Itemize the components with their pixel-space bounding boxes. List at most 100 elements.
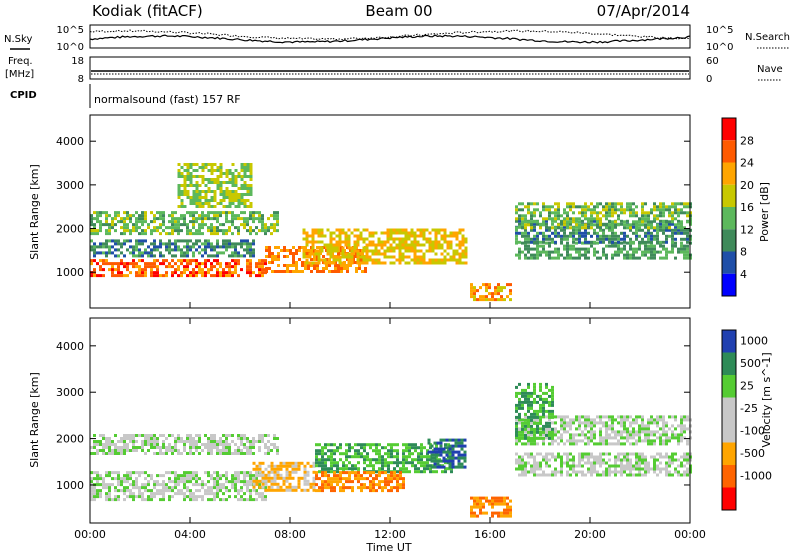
echo-cell <box>545 458 548 462</box>
echo-cell <box>168 242 171 246</box>
echo-cell <box>249 477 252 481</box>
echo-cell <box>138 495 141 499</box>
echo-cell <box>150 492 153 496</box>
echo-cell <box>497 511 500 515</box>
echo-cell <box>387 455 390 459</box>
echo-cell <box>267 452 270 455</box>
echo-cell <box>357 455 360 459</box>
echo-cell <box>647 226 650 230</box>
echo-cell <box>117 449 120 452</box>
echo-cell <box>620 241 623 245</box>
echo-cell <box>545 473 548 477</box>
echo-cell <box>141 217 144 221</box>
echo-cell <box>665 205 668 209</box>
echo-cell <box>264 232 267 236</box>
echo-cell <box>123 220 126 224</box>
echo-cell <box>518 231 521 235</box>
echo-cell <box>674 427 677 431</box>
echo-cell <box>129 471 132 475</box>
echo-cell <box>195 239 198 243</box>
echo-cell <box>189 229 192 233</box>
echo-cell <box>96 440 99 443</box>
echo-cell <box>252 485 256 489</box>
echo-cell <box>357 477 360 481</box>
echo-cell <box>219 223 222 227</box>
echo-cell <box>222 199 226 202</box>
echo-cell <box>237 274 240 278</box>
echo-cell <box>536 421 539 425</box>
echo-cell <box>348 480 351 484</box>
echo-cell <box>311 243 315 247</box>
echo-cell <box>443 231 447 235</box>
echo-cell <box>584 202 587 206</box>
echo-cell <box>156 229 159 233</box>
echo-cell <box>322 270 325 273</box>
echo-cell <box>336 461 339 465</box>
echo-cell <box>566 217 569 221</box>
echo-cell <box>599 455 602 459</box>
echo-cell <box>129 440 132 443</box>
echo-cell <box>527 436 530 440</box>
echo-cell <box>183 187 187 190</box>
echo-cell <box>539 461 542 465</box>
echo-cell <box>629 430 632 434</box>
echo-cell <box>614 473 617 477</box>
echo-cell <box>189 443 192 446</box>
echo-cell <box>117 254 120 258</box>
echo-cell <box>295 264 298 267</box>
echo-cell <box>587 461 590 465</box>
echo-cell <box>271 255 274 258</box>
echo-cell <box>213 486 216 490</box>
echo-cell <box>243 480 246 484</box>
echo-cell <box>320 240 324 244</box>
echo-cell <box>210 223 213 227</box>
echo-cell <box>671 436 674 440</box>
echo-cell <box>644 436 647 440</box>
echo-cell <box>219 474 222 478</box>
echo-cell <box>123 480 126 484</box>
echo-cell <box>129 239 132 243</box>
echo-cell <box>198 262 201 266</box>
echo-cell <box>338 228 342 232</box>
echo-cell <box>153 452 156 455</box>
echo-cell <box>384 477 387 481</box>
echo-cell <box>375 443 378 447</box>
echo-cell <box>524 467 527 471</box>
echo-cell <box>186 265 189 269</box>
echo-cell <box>183 259 186 263</box>
echo-cell <box>240 163 244 166</box>
echo-cell <box>126 268 129 272</box>
echo-cell <box>437 228 441 232</box>
echo-cell <box>611 430 614 434</box>
echo-cell <box>314 252 318 256</box>
echo-cell <box>445 438 449 442</box>
echo-cell <box>659 222 662 226</box>
echo-cell <box>180 248 183 252</box>
echo-cell <box>117 220 120 224</box>
echo-cell <box>443 237 447 241</box>
echo-cell <box>312 485 316 489</box>
echo-cell <box>395 246 399 250</box>
echo-cell <box>653 455 656 459</box>
echo-cell <box>533 253 536 257</box>
echo-cell <box>195 495 198 499</box>
echo-cell <box>210 434 213 437</box>
echo-cell <box>407 246 411 250</box>
echo-cell <box>303 464 307 468</box>
echo-cell <box>503 499 506 503</box>
echo-cell <box>359 234 363 238</box>
echo-cell <box>542 217 545 221</box>
echo-cell <box>117 498 120 502</box>
echo-cell <box>626 430 629 434</box>
echo-cell <box>332 255 336 259</box>
echo-cell <box>653 208 656 212</box>
echo-cell <box>201 223 204 227</box>
echo-cell <box>168 489 171 493</box>
echo-cell <box>653 439 656 443</box>
echo-cell <box>578 217 581 221</box>
echo-cell <box>566 253 569 257</box>
echo-cell <box>162 443 165 446</box>
echo-cell <box>539 211 542 215</box>
echo-cell <box>198 251 201 255</box>
echo-cell <box>234 242 237 246</box>
